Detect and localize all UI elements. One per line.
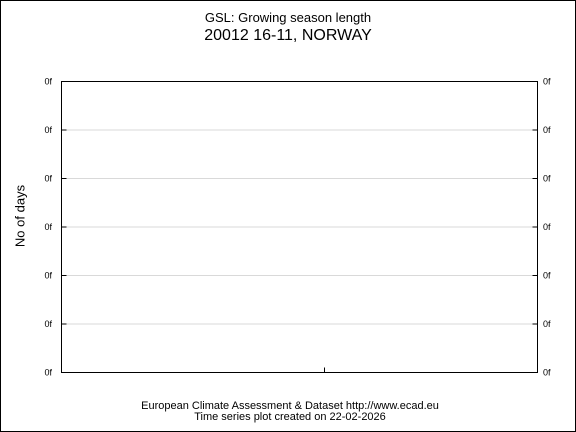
gridlines (61, 129, 538, 325)
y-tick-label-left: 0f (44, 77, 52, 87)
y-tick-label-left: 0f (44, 271, 52, 281)
axis-ticks (61, 81, 538, 373)
y-tick-label-left: 0f (44, 174, 52, 184)
y-tick-label-left: 0f (44, 222, 52, 232)
y-tick-labels-left: 0f 0f 0f 0f 0f 0f 0f (44, 77, 52, 378)
footer-date: Time series plot created on 22-02-2026 (194, 411, 386, 423)
y-tick-label-right: 0f (543, 77, 551, 87)
y-tick-label-right: 0f (543, 271, 551, 281)
y-tick-label-right: 0f (543, 368, 551, 378)
y-tick-label-left: 0f (44, 125, 52, 135)
y-tick-label-right: 0f (543, 319, 551, 329)
y-tick-label-right: 0f (543, 125, 551, 135)
chart-subtitle: 20012 16-11, NORWAY (204, 27, 372, 44)
y-tick-label-right: 0f (543, 174, 551, 184)
chart-title: GSL: Growing season length (204, 10, 372, 25)
y-tick-label-right: 0f (543, 222, 551, 232)
y-tick-label-left: 0f (44, 368, 52, 378)
y-tick-labels-right: 0f 0f 0f 0f 0f 0f 0f (543, 77, 551, 378)
y-tick-label-left: 0f (44, 319, 52, 329)
footer-credit: European Climate Assessment & Dataset ht… (141, 400, 439, 412)
